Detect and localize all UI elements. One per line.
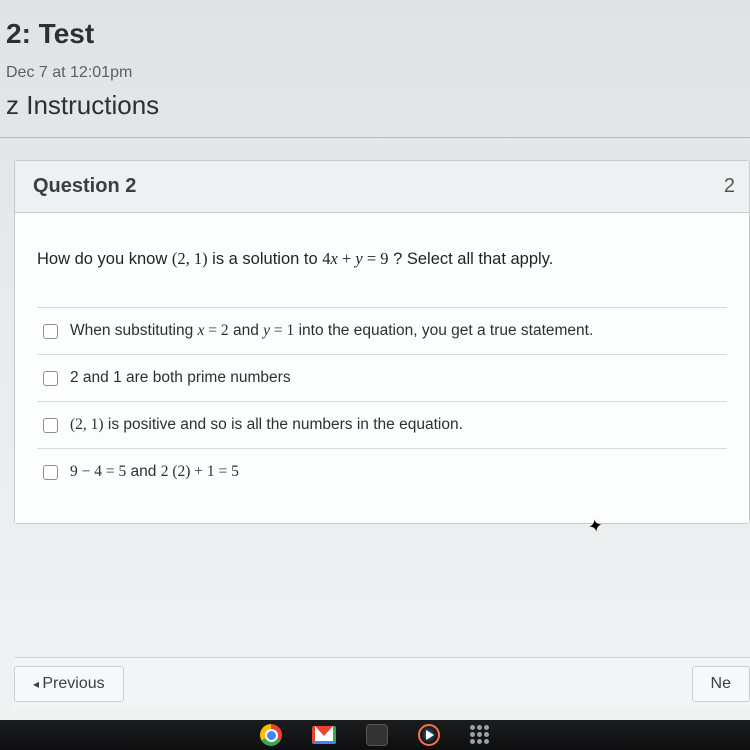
instructions-heading: z Instructions bbox=[6, 90, 750, 121]
next-button[interactable]: Ne bbox=[692, 666, 750, 702]
divider bbox=[0, 137, 750, 138]
chrome-icon[interactable] bbox=[260, 724, 282, 746]
option-text: 9 − 4 = 5 and 2 (2) + 1 = 5 bbox=[70, 463, 239, 481]
question-points: 2 bbox=[724, 175, 735, 198]
previous-button[interactable]: Previous bbox=[14, 666, 124, 702]
math-point: (2, 1) bbox=[172, 249, 208, 268]
question-nav: Previous Ne bbox=[14, 657, 750, 710]
assignment-title: 2: Test bbox=[6, 18, 750, 50]
checkbox[interactable] bbox=[43, 465, 58, 480]
checkbox[interactable] bbox=[43, 418, 58, 433]
os-taskbar bbox=[0, 720, 750, 750]
option-text: 2 and 1 are both prime numbers bbox=[70, 369, 291, 387]
gmail-icon[interactable] bbox=[312, 726, 336, 744]
question-body: How do you know (2, 1) is a solution to … bbox=[15, 213, 749, 523]
option-text: When substituting x = 2 and y = 1 into t… bbox=[70, 322, 593, 340]
quiz-page: 2: Test Dec 7 at 12:01pm z Instructions … bbox=[0, 0, 750, 720]
page-header: 2: Test Dec 7 at 12:01pm z Instructions bbox=[0, 18, 750, 121]
checkbox[interactable] bbox=[43, 371, 58, 386]
math-equation: 4x + y = 9 bbox=[322, 249, 388, 268]
option-text: (2, 1) is positive and so is all the num… bbox=[70, 416, 463, 434]
option-2[interactable]: 2 and 1 are both prime numbers bbox=[37, 355, 727, 402]
app-grid-icon[interactable] bbox=[470, 725, 490, 745]
question-header: Question 2 2 bbox=[15, 161, 749, 213]
question-number: Question 2 bbox=[33, 175, 136, 198]
question-card: Question 2 2 How do you know (2, 1) is a… bbox=[14, 160, 750, 524]
app-icon[interactable] bbox=[366, 724, 388, 746]
answer-options: When substituting x = 2 and y = 1 into t… bbox=[37, 307, 727, 495]
option-4[interactable]: 9 − 4 = 5 and 2 (2) + 1 = 5 bbox=[37, 449, 727, 495]
option-1[interactable]: When substituting x = 2 and y = 1 into t… bbox=[37, 308, 727, 355]
due-date: Dec 7 at 12:01pm bbox=[6, 64, 750, 82]
checkbox[interactable] bbox=[43, 324, 58, 339]
question-prompt: How do you know (2, 1) is a solution to … bbox=[37, 247, 727, 271]
option-3[interactable]: (2, 1) is positive and so is all the num… bbox=[37, 402, 727, 449]
media-player-icon[interactable] bbox=[418, 724, 440, 746]
